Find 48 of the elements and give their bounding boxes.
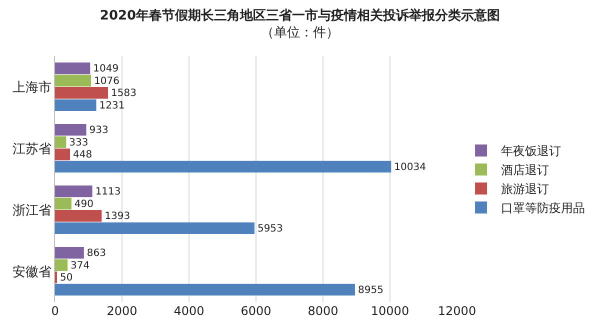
bar xyxy=(55,160,392,173)
data-label: 1231 xyxy=(99,100,125,112)
data-label: 1393 xyxy=(104,211,130,222)
bar xyxy=(55,222,254,234)
bar xyxy=(55,124,86,136)
bar xyxy=(55,87,108,99)
data-label: 933 xyxy=(89,125,108,136)
data-label: 5953 xyxy=(257,224,283,235)
data-label: 1049 xyxy=(93,64,119,75)
chart-subtitle: （单位：件） xyxy=(261,26,339,41)
x-tick-label: 8000 xyxy=(308,304,338,318)
bar xyxy=(55,246,84,259)
y-tick-label: 上海市 xyxy=(12,80,52,96)
data-label: 10034 xyxy=(394,162,426,174)
bar xyxy=(55,148,70,160)
chart-title: 2020年春节假期长三角地区三省一市与疫情相关投诉举报分类示意图 xyxy=(100,8,500,24)
legend-label: 口罩等防疫用品 xyxy=(501,201,586,216)
x-tick-label: 12000 xyxy=(438,304,476,318)
data-label: 1076 xyxy=(94,76,120,87)
data-label: 8955 xyxy=(358,285,384,296)
bar xyxy=(55,284,355,296)
data-label: 448 xyxy=(73,150,92,161)
y-tick-label: 江苏省 xyxy=(12,142,52,157)
bar xyxy=(55,136,66,148)
data-label: 863 xyxy=(86,248,106,260)
x-tick-label: 6000 xyxy=(240,304,272,318)
y-tick-label: 浙江省 xyxy=(12,203,52,218)
x-tick-label: 2000 xyxy=(106,304,138,318)
data-label: 50 xyxy=(60,272,73,284)
legend-label: 年夜饭退订 xyxy=(501,144,562,158)
bar xyxy=(55,210,102,222)
legend-label: 酒店退订 xyxy=(501,163,550,178)
bar xyxy=(55,62,90,74)
data-label: 333 xyxy=(69,137,88,148)
bar xyxy=(55,99,96,112)
bar xyxy=(55,259,68,271)
bar xyxy=(55,198,72,210)
bar xyxy=(55,185,92,198)
bar xyxy=(55,74,92,86)
y-tick-label: 安徽省 xyxy=(12,264,52,280)
legend-label: 旅游退订 xyxy=(501,182,550,196)
data-label: 1583 xyxy=(111,88,136,100)
x-tick-label: 4000 xyxy=(174,304,204,318)
data-label: 374 xyxy=(70,260,90,272)
x-tick-label: 10000 xyxy=(370,304,410,318)
x-tick-label: 0 xyxy=(51,304,59,318)
data-label: 490 xyxy=(74,198,94,210)
data-label: 1113 xyxy=(95,186,121,198)
